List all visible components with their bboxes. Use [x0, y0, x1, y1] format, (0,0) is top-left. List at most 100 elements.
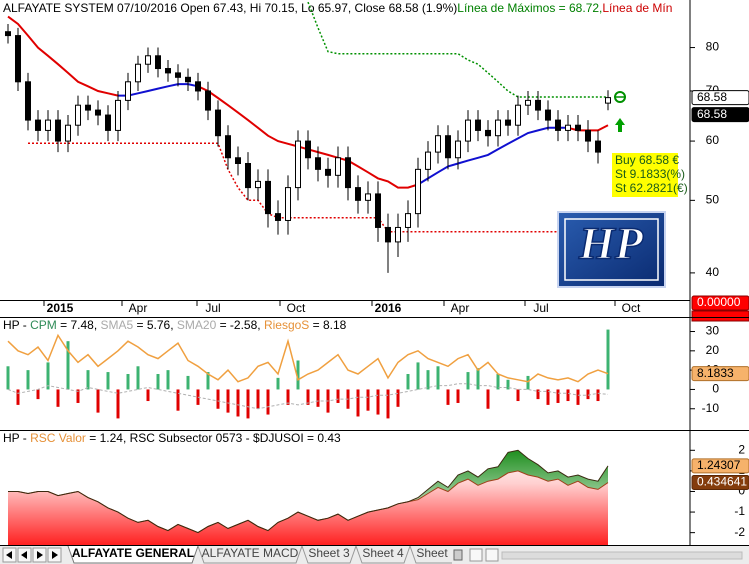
candle-body — [205, 90, 211, 111]
histogram-bar — [246, 389, 250, 419]
histogram-bar — [466, 372, 470, 390]
x-tick-label: Oct — [622, 301, 641, 315]
logo: HP — [557, 211, 666, 288]
tab-label[interactable]: Sheet — [416, 546, 448, 560]
candle-body — [425, 151, 431, 170]
panel-header: HP - RSC Valor = 1.24, RSC Subsector 057… — [3, 431, 341, 445]
histogram-bar — [476, 368, 480, 390]
candle-body — [485, 129, 491, 137]
header-part: SMA20 — [177, 318, 217, 332]
buy-arrow — [615, 118, 625, 132]
histogram-bar — [516, 389, 520, 402]
header-part: RiesgoS — [264, 318, 309, 332]
histogram-bar — [416, 362, 420, 390]
candle-body — [135, 63, 141, 83]
x-tick-label: Apr — [451, 301, 470, 315]
header-part: SMA5 — [101, 318, 134, 332]
tab[interactable] — [67, 545, 199, 564]
orange-line — [7, 333, 609, 383]
candle-body — [105, 114, 111, 131]
y-tick-label: 0 — [738, 484, 745, 498]
candle-body — [315, 157, 321, 170]
histogram-bar — [546, 389, 550, 405]
histogram-bar — [6, 366, 10, 390]
annotation: Buy 68.58 € — [615, 153, 679, 167]
scroll-button[interactable] — [469, 548, 483, 562]
histogram-bar — [236, 389, 240, 417]
histogram-bar — [396, 389, 400, 407]
valor — [8, 449, 609, 534]
candle-body — [445, 135, 451, 159]
histogram-bar — [336, 389, 340, 403]
value-box-label: 0.434641 — [697, 475, 747, 489]
candle-body — [35, 119, 41, 131]
histogram-bar — [226, 389, 230, 413]
x-tick-label: Apr — [129, 301, 148, 315]
histogram-bar — [446, 389, 450, 405]
tab-label[interactable]: ALFAYATE GENERAL — [72, 546, 194, 560]
y-tick-label: 60 — [706, 133, 720, 147]
histogram-bar — [16, 389, 20, 405]
tab[interactable] — [355, 545, 411, 564]
histogram-bar — [276, 377, 280, 390]
tab[interactable] — [301, 545, 357, 564]
max-marker — [614, 91, 626, 103]
x-tick-label: Jul — [205, 301, 220, 315]
header-part: = -2.58, — [216, 318, 264, 332]
y-tick-label: -2 — [734, 525, 745, 539]
candle-body — [355, 187, 361, 201]
candle-body — [255, 180, 261, 189]
header-part: ALFAYATE SYSTEM 07/10/2016 Open 67.43, H… — [3, 1, 457, 15]
candle-body — [175, 72, 181, 78]
candle-body — [15, 35, 21, 83]
x-tick-label: 2016 — [375, 301, 402, 315]
header-part: CPM — [30, 318, 57, 332]
histogram-bar — [356, 389, 360, 417]
nav-icon — [52, 551, 58, 559]
candle-body — [465, 119, 471, 142]
candle-body — [545, 109, 551, 121]
tab[interactable] — [409, 545, 452, 564]
candle-body — [395, 226, 401, 243]
histogram-bar — [486, 389, 490, 409]
header-part: = 8.18 — [309, 318, 346, 332]
value-box-label: 8.1833 — [697, 366, 734, 380]
histogram-bar — [456, 389, 460, 403]
candle-body — [55, 119, 61, 142]
lock-icon[interactable] — [453, 549, 463, 561]
candle-body — [235, 157, 241, 165]
logo-text: HP — [578, 218, 644, 269]
histogram-bar — [26, 370, 30, 390]
scrollbar[interactable] — [501, 551, 743, 560]
y-tick-label: 2 — [738, 442, 745, 456]
tab-nav[interactable] — [2, 547, 62, 563]
candle-body — [515, 104, 521, 126]
candle-body — [275, 213, 281, 221]
tab[interactable] — [197, 545, 303, 564]
histogram-bar — [166, 370, 170, 390]
histogram-bar — [296, 360, 300, 390]
candle-body — [285, 187, 291, 221]
candle-body — [265, 180, 271, 215]
plot-layer: ALFAYATE SYSTEM 07/10/2016 Open 67.43, H… — [3, 1, 749, 545]
histogram-bar — [426, 370, 430, 390]
annotation-box — [612, 153, 678, 197]
header-part: = 1.24, RSC Subsector 0573 - $DJUSOI = 0… — [86, 431, 341, 445]
histogram-bar — [156, 374, 160, 390]
candle-body — [145, 55, 151, 65]
tab-label[interactable]: Sheet 4 — [362, 546, 404, 560]
histogram-bar — [566, 389, 570, 402]
candle-body — [245, 163, 251, 189]
tab-label[interactable]: Sheet 3 — [308, 546, 350, 560]
tab-label[interactable]: ALFAYATE MACD — [202, 546, 299, 560]
histogram-bar — [556, 389, 560, 403]
candle-body — [505, 119, 511, 126]
histogram-bar — [76, 389, 80, 403]
histogram-bar — [106, 372, 110, 390]
logo-inner — [564, 218, 659, 281]
scroll-button[interactable] — [485, 548, 499, 562]
histogram-bar — [256, 389, 260, 409]
candle-body — [5, 31, 11, 37]
candle-body — [555, 119, 561, 131]
value-box — [691, 310, 749, 322]
